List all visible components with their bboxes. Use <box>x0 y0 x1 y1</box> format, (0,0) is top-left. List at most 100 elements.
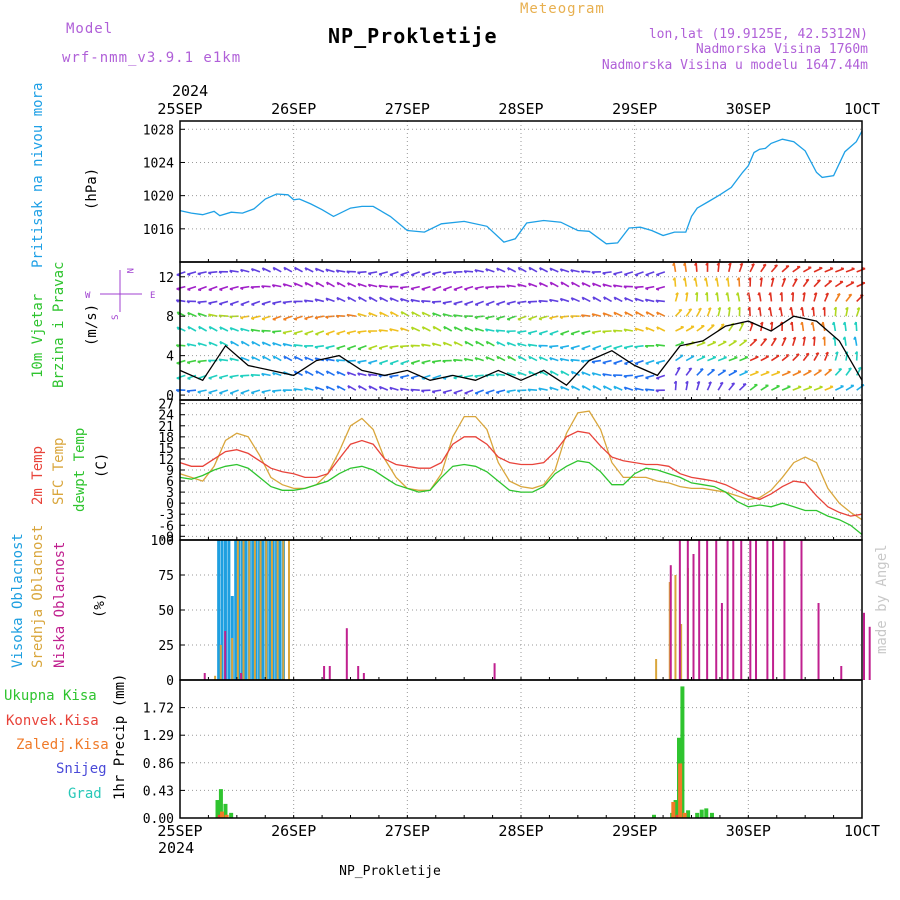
wind-barb <box>602 345 612 350</box>
wind-barb-head <box>655 299 659 304</box>
wind-barb-head <box>716 262 720 266</box>
wind-barb <box>539 356 548 362</box>
wind-barb <box>464 285 474 290</box>
wind-barb-head <box>856 307 860 311</box>
wind-barb <box>240 300 250 306</box>
wind-barb <box>325 268 335 273</box>
wind-barb-head <box>580 360 585 364</box>
wind-barb-head <box>346 332 351 335</box>
wind-barb-head <box>506 342 510 346</box>
cloud-low-bar <box>766 540 769 680</box>
wind-barb-head <box>410 388 414 393</box>
wind-barb-head <box>721 323 725 326</box>
wind-barb-head <box>822 336 826 340</box>
y-tick-label: 0 <box>166 497 174 512</box>
wind-barb <box>454 326 463 332</box>
wind-barb-head <box>549 317 553 320</box>
x-tick-label-top: 25SEP <box>157 100 202 118</box>
wind-barb-head <box>810 321 814 326</box>
wind-barb-head <box>800 321 803 326</box>
cloud-high-bar <box>278 540 282 680</box>
wind-barb <box>219 300 229 305</box>
wind-barb-head <box>612 284 617 288</box>
model-label: Model <box>66 21 113 37</box>
wind-barb <box>560 268 570 273</box>
wind-barb <box>835 267 845 273</box>
wind-barb-head <box>367 373 372 377</box>
wind-barb-head <box>389 375 393 379</box>
panel-frame <box>179 679 863 819</box>
wind-barb-head <box>218 358 222 362</box>
wind-barb <box>474 327 484 332</box>
wind-barb-head <box>463 358 467 362</box>
temp-ylabel-dewpt: dewpt Temp <box>72 428 88 512</box>
temp-ylabel-sfc: SFC Temp <box>51 438 67 505</box>
wind-barb <box>262 355 271 362</box>
wind-barb-head <box>379 296 382 301</box>
wind-barb <box>813 279 821 288</box>
wind-barb <box>336 296 346 303</box>
wind-barb <box>716 292 719 302</box>
y-tick-label: 9 <box>166 464 174 479</box>
wind-barb-head <box>421 311 425 316</box>
wind-barb-head <box>283 355 287 360</box>
wind-barb-head <box>389 273 394 277</box>
wind-barb-head <box>682 262 686 266</box>
wind-barb-head <box>672 277 676 281</box>
wind-barb-head <box>464 288 468 291</box>
wind-barb <box>813 352 820 361</box>
wind-barb <box>368 271 378 275</box>
wind-barb <box>844 322 847 332</box>
wind-barb-head <box>293 388 297 392</box>
wind-barb-head <box>838 368 842 371</box>
wind-barb-head <box>725 277 729 281</box>
wind-barb-head <box>538 387 542 392</box>
cloud-low-bar <box>783 540 786 680</box>
wind-barb <box>717 262 720 272</box>
wind-barb-head <box>421 326 425 330</box>
wind-barb <box>261 372 271 377</box>
precip-total-bar <box>686 810 691 818</box>
wind-barb <box>251 355 261 362</box>
cloud-low-bar <box>692 554 695 680</box>
wind-barb-head <box>261 303 266 306</box>
cloud-high-bar <box>271 540 275 680</box>
y-tick-label: -3 <box>158 508 174 523</box>
wind-barb-head <box>389 297 393 301</box>
wind-barb-head <box>549 281 553 286</box>
wind-barb-head <box>701 355 706 358</box>
wind-barb-head <box>378 329 382 333</box>
wind-barb <box>582 385 591 391</box>
wind-barb <box>421 300 431 303</box>
wind-barb <box>560 370 570 377</box>
wind-barb-head <box>655 344 659 348</box>
y-tick-label: 1016 <box>143 223 174 238</box>
wind-barb <box>389 328 399 332</box>
wind-barb <box>187 271 197 276</box>
wind-barb <box>728 340 737 347</box>
wind-barb <box>389 297 399 303</box>
wind-barb <box>696 356 706 362</box>
wind-barb <box>485 356 495 362</box>
wind-barb <box>592 296 602 303</box>
wind-barb-head <box>612 329 617 333</box>
wind-barb <box>336 370 346 377</box>
wind-barb-head <box>495 329 499 333</box>
y-tick-label: 4 <box>166 350 174 365</box>
wind-barb-head <box>420 300 425 304</box>
wind-barb <box>187 285 197 291</box>
wind-barb-head <box>410 362 415 365</box>
y-tick-label: -6 <box>158 519 174 534</box>
wind-barb <box>400 374 410 379</box>
wind-barb <box>802 266 812 273</box>
wind-barb-head <box>304 282 308 286</box>
wind-barb-head <box>516 389 521 393</box>
wind-barb <box>358 385 367 391</box>
wind-barb-head <box>725 292 729 296</box>
wind-barb-head <box>208 302 212 306</box>
wind-barb-head <box>811 306 814 311</box>
wind-barb <box>624 311 634 317</box>
wind-barb-head <box>218 376 223 380</box>
wind-barb-head <box>186 300 190 304</box>
wind-barb-head <box>581 347 585 351</box>
